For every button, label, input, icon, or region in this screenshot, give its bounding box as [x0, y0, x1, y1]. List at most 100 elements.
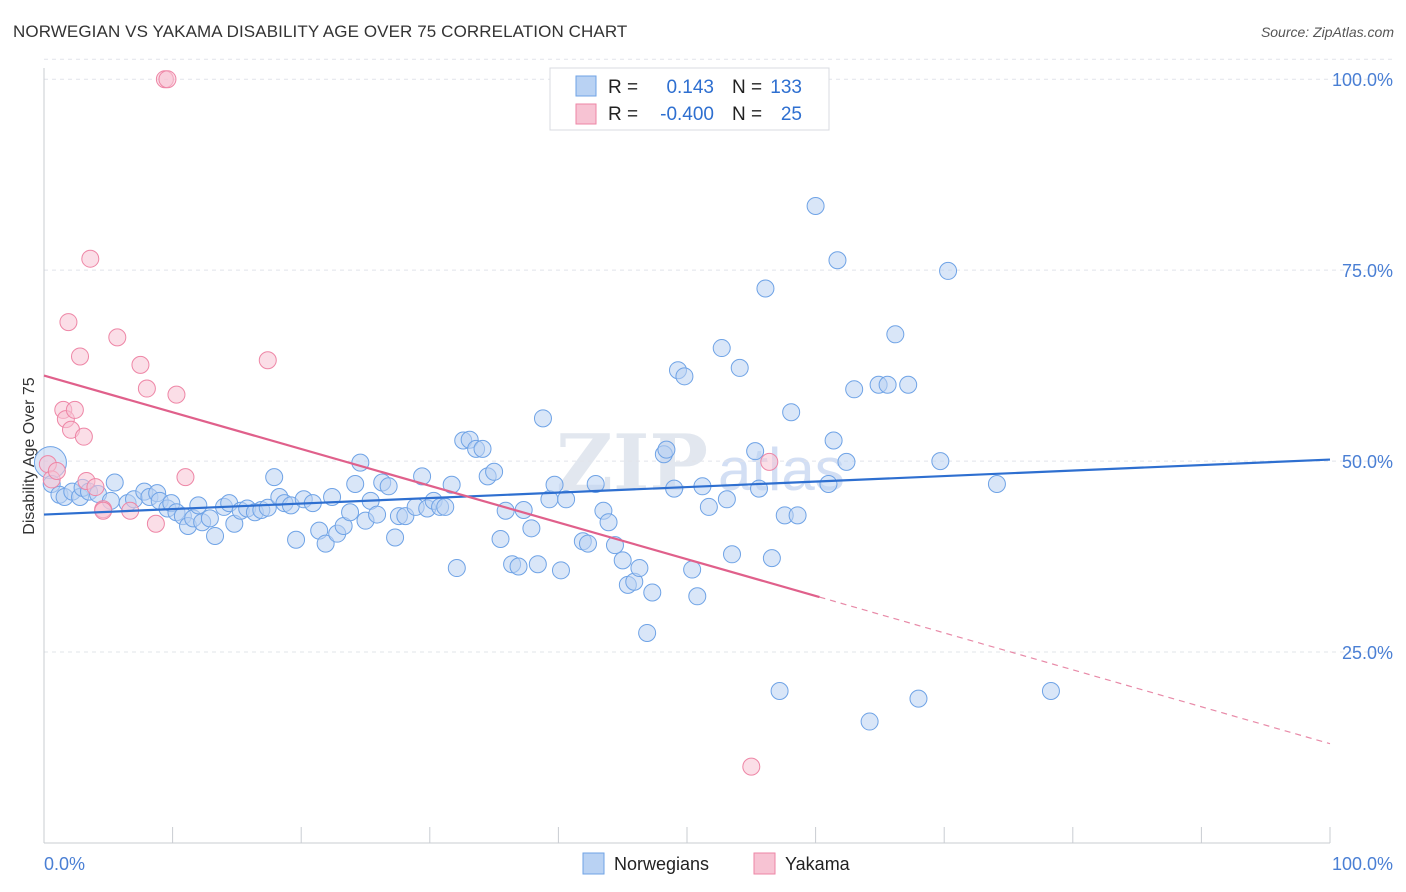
- y-tick-label-50: 50.0%: [1342, 452, 1393, 472]
- norwegian-point: [206, 526, 225, 545]
- yakama-point: [47, 462, 66, 481]
- norwegian-point: [379, 477, 398, 496]
- norwegian-point: [630, 559, 649, 578]
- norwegian-point: [265, 468, 284, 487]
- y-tick-label-75: 75.0%: [1342, 261, 1393, 281]
- norwegian-point: [837, 452, 856, 471]
- yakama-point: [146, 514, 165, 533]
- norwegian-point: [509, 557, 528, 576]
- watermark: ZIP atlas: [556, 418, 845, 509]
- x-axis-ticks: [43, 827, 1331, 843]
- norwegian-point: [886, 325, 905, 344]
- yakama-n-label: N =: [732, 104, 762, 125]
- yakama-point: [158, 70, 177, 89]
- norwegian-point: [638, 623, 657, 642]
- norwegian-legend-swatch: [575, 75, 597, 97]
- norwegian-point: [723, 545, 742, 564]
- norwegian-point: [287, 530, 306, 549]
- yakama-point: [108, 328, 127, 347]
- norwegian-point: [485, 462, 504, 481]
- yakama-r-label: R =: [608, 104, 638, 125]
- source-label: Source: ZipAtlas.com: [1260, 24, 1394, 40]
- norwegian-point: [341, 503, 360, 522]
- yakama-point: [81, 249, 100, 268]
- norwegian-point: [528, 555, 547, 574]
- norwegian-point: [688, 587, 707, 606]
- series-legend: Norwegians Yakama: [582, 852, 851, 875]
- yakama-n-value: 25: [781, 104, 802, 125]
- yakama-legend-swatch: [575, 103, 597, 125]
- legend-norwegians-swatch: [582, 852, 605, 875]
- norwegian-point: [413, 467, 432, 486]
- yakama-point: [176, 468, 195, 487]
- y-axis-tick-labels: 25.0% 50.0% 75.0% 100.0%: [1332, 70, 1393, 663]
- legend-norwegians-label: Norwegians: [614, 854, 709, 874]
- yakama-point: [74, 427, 93, 446]
- norwegian-point: [447, 559, 466, 578]
- y-tick-label-100: 100.0%: [1332, 70, 1393, 90]
- norwegian-point: [746, 442, 765, 461]
- legend-yakama-swatch: [753, 852, 776, 875]
- yakama-point: [65, 400, 84, 419]
- yakama-trend-line: [43, 374, 820, 599]
- norwegian-point: [931, 452, 950, 471]
- norwegian-point: [806, 196, 825, 215]
- norwegian-point: [613, 551, 632, 570]
- norwegian-point: [557, 490, 576, 509]
- yakama-point: [137, 379, 156, 398]
- yakama-series: [38, 70, 779, 776]
- norwegian-n-value: 133: [770, 77, 802, 98]
- norwegian-point: [545, 475, 564, 494]
- yakama-point: [71, 347, 90, 366]
- norwegian-r-value: 0.143: [666, 77, 714, 98]
- norwegian-point: [200, 509, 219, 528]
- legend-yakama-label: Yakama: [785, 854, 851, 874]
- norwegian-point: [756, 279, 775, 298]
- norwegian-point: [899, 375, 918, 394]
- norwegian-point: [762, 549, 781, 568]
- norwegian-point: [675, 367, 694, 386]
- norwegian-point: [657, 440, 676, 459]
- norwegian-point: [316, 534, 335, 553]
- yakama-point: [258, 351, 277, 370]
- stats-legend: R = 0.143 N = 133 R = -0.400 N = 25: [549, 67, 830, 131]
- norwegian-point: [386, 528, 405, 547]
- norwegian-point: [730, 358, 749, 377]
- norwegian-n-label: N =: [732, 77, 762, 98]
- norwegian-point: [712, 339, 731, 358]
- yakama-r-value: -0.400: [660, 104, 714, 125]
- norwegian-point: [824, 431, 843, 450]
- yakama-point: [742, 757, 761, 776]
- norwegian-point: [939, 261, 958, 280]
- norwegian-point: [586, 475, 605, 494]
- norwegian-point: [368, 505, 387, 524]
- norwegian-point: [599, 513, 618, 532]
- norwegian-point: [189, 496, 208, 515]
- y-axis-label: Disability Age Over 75: [21, 377, 38, 535]
- norwegian-point: [828, 251, 847, 270]
- norwegian-point: [909, 689, 928, 708]
- norwegian-point: [845, 380, 864, 399]
- norwegian-series: [33, 196, 1060, 731]
- norwegian-point: [105, 473, 124, 492]
- norwegian-point: [788, 506, 807, 525]
- watermark-zip: ZIP: [556, 418, 708, 509]
- norwegian-point: [551, 561, 570, 580]
- chart-title: NORWEGIAN VS YAKAMA DISABILITY AGE OVER …: [13, 22, 628, 41]
- norwegian-point: [442, 475, 461, 494]
- norwegian-point: [1041, 682, 1060, 701]
- yakama-point: [59, 313, 78, 332]
- x-tick-label-min: 0.0%: [44, 854, 85, 874]
- norwegian-r-label: R =: [608, 77, 638, 98]
- norwegian-point: [436, 497, 455, 516]
- norwegian-point: [522, 519, 541, 538]
- norwegian-point: [258, 498, 277, 517]
- norwegian-point: [346, 475, 365, 494]
- norwegian-trend-line: [43, 458, 1331, 516]
- yakama-point: [86, 478, 105, 497]
- yakama-point: [760, 452, 779, 471]
- norwegian-point: [578, 534, 597, 553]
- norwegian-point: [717, 490, 736, 509]
- norwegian-point: [683, 560, 702, 579]
- norwegian-point: [699, 497, 718, 516]
